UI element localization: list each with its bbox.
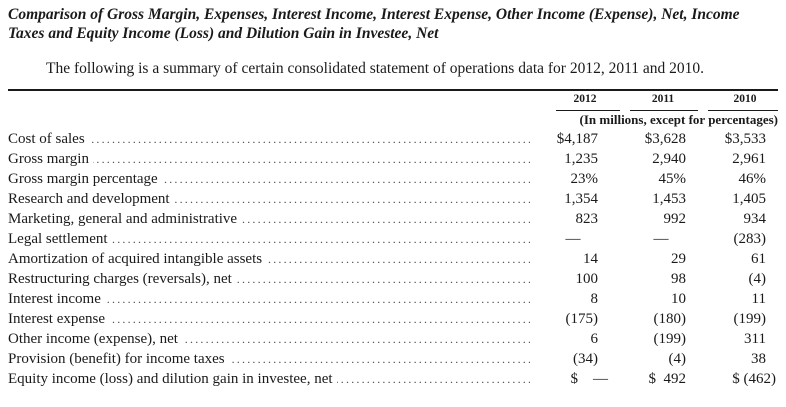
value-2012: 823: [575, 211, 599, 227]
value-2011: (199): [653, 331, 687, 347]
dot-leader: ........................................…: [8, 232, 530, 246]
row-label: ........................................…: [8, 351, 530, 367]
section-heading: Comparison of Gross Margin, Expenses, In…: [8, 6, 740, 42]
dot-leader: ........................................…: [8, 292, 530, 306]
column-header-2011: 2011: [651, 93, 675, 105]
value-2010: (4): [748, 271, 767, 287]
row-label: ........................................…: [8, 291, 530, 307]
value-2011: 45%: [658, 171, 687, 187]
table-row: ........................................…: [0, 149, 786, 169]
statement-table: ........................................…: [0, 129, 786, 389]
column-rule-2011: [630, 110, 698, 111]
value-2012: 100: [575, 271, 599, 287]
value-2010: (199): [733, 311, 767, 327]
value-2012: 23%: [570, 171, 599, 187]
row-label: ........................................…: [8, 151, 530, 167]
value-2011: —: [653, 231, 669, 247]
value-2012: 6: [590, 331, 599, 347]
table-top-rule: [8, 89, 778, 91]
row-label: ........................................…: [8, 231, 530, 247]
dot-leader: ........................................…: [8, 132, 530, 146]
value-2011: 1,453: [652, 191, 686, 207]
column-rule-2012: [556, 110, 620, 111]
row-label: ........................................…: [8, 271, 530, 287]
value-2011: $ 492: [648, 371, 687, 387]
value-2012: 8: [590, 291, 599, 307]
table-row: ........................................…: [0, 189, 786, 209]
value-2012: (34): [573, 351, 598, 367]
value-2010: $3,533: [724, 131, 766, 147]
table-row: ........................................…: [0, 289, 786, 309]
value-2011: 992: [663, 211, 687, 227]
value-2012: $ —: [570, 371, 609, 387]
value-2011: 29: [671, 251, 686, 267]
row-label: ........................................…: [8, 191, 530, 207]
row-label: ........................................…: [8, 251, 530, 267]
dot-leader: ........................................…: [8, 312, 530, 326]
value-2012: $4,187: [556, 131, 598, 147]
intro-paragraph: The following is a summary of certain co…: [46, 60, 705, 77]
value-2011: $3,628: [644, 131, 686, 147]
column-rule-2010: [708, 110, 778, 111]
value-2011: 2,940: [652, 151, 686, 167]
row-label: ........................................…: [8, 171, 530, 187]
value-2010: 311: [744, 331, 766, 347]
table-row: ........................................…: [0, 369, 786, 389]
table-row: ........................................…: [0, 229, 786, 249]
value-2010: 1,405: [732, 191, 766, 207]
column-header-2010: 2010: [733, 93, 757, 105]
value-2010: 61: [751, 251, 766, 267]
value-2010: $ (462): [732, 371, 776, 387]
value-2012: 1,354: [564, 191, 598, 207]
column-header-2012: 2012: [573, 93, 597, 105]
table-row: ........................................…: [0, 209, 786, 229]
value-2011: (4): [668, 351, 687, 367]
table-row: ........................................…: [0, 329, 786, 349]
table-row: ........................................…: [0, 269, 786, 289]
table-row: ........................................…: [0, 129, 786, 149]
value-2011: 10: [671, 291, 686, 307]
row-label: ........................................…: [8, 311, 530, 327]
value-2010: 11: [751, 291, 766, 307]
value-2010: (283): [733, 231, 767, 247]
table-row: ........................................…: [0, 309, 786, 329]
value-2012: 14: [583, 251, 598, 267]
table-row: ........................................…: [0, 349, 786, 369]
value-2010: 46%: [738, 171, 767, 187]
value-2010: 38: [751, 351, 766, 367]
units-caption: (In millions, except for percentages): [579, 112, 778, 127]
row-label: ........................................…: [8, 369, 530, 389]
value-2010: 934: [743, 211, 767, 227]
table-row: ........................................…: [0, 249, 786, 269]
value-2012: —: [565, 231, 581, 247]
row-label: ........................................…: [8, 211, 530, 227]
table-row: ........................................…: [0, 169, 786, 189]
value-2010: 2,961: [732, 151, 766, 167]
value-2011: 98: [671, 271, 686, 287]
value-2011: (180): [653, 311, 687, 327]
value-2012: 1,235: [564, 151, 598, 167]
value-2012: (175): [565, 311, 599, 327]
row-label: ........................................…: [8, 131, 530, 147]
dot-leader: ........................................…: [8, 152, 530, 166]
row-label: ........................................…: [8, 331, 530, 347]
